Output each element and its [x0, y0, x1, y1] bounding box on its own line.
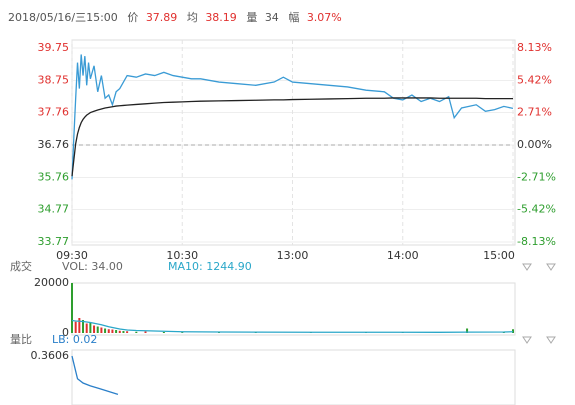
- volume-bar: [78, 318, 81, 333]
- y2-tick-label: -5.42%: [517, 203, 556, 216]
- date: 2018/05/16/三15:00: [8, 11, 118, 24]
- volume-bar: [181, 332, 184, 333]
- volume-bar: [93, 325, 96, 333]
- y-tick-label: 0: [62, 326, 69, 339]
- legend-lb: LB: 0.02: [52, 333, 97, 346]
- legend-ma10: MA10: 1244.90: [168, 260, 252, 273]
- lb-title: 量比: [10, 333, 32, 346]
- avg-label: 均: [187, 11, 198, 24]
- lb-frame: [71, 349, 516, 405]
- volume-bar: [111, 329, 114, 333]
- volume-bar: [85, 323, 88, 333]
- vol-label: 量: [246, 11, 257, 24]
- volume-title: 成交: [10, 259, 32, 273]
- y-tick-label: 39.75: [38, 41, 70, 54]
- volume-bar: [89, 322, 92, 333]
- y2-tick-label: 2.71%: [517, 106, 552, 119]
- volume-bar: [96, 326, 99, 333]
- vol: 34: [265, 11, 279, 24]
- volume-bar: [118, 330, 121, 333]
- header: 2018/05/16/三15:00 价 37.89 均 38.19 量 34 幅…: [8, 11, 342, 24]
- volume-bar: [135, 331, 138, 333]
- volume-bar: [107, 329, 110, 333]
- volume-bar: [162, 332, 165, 333]
- volume-bar: [512, 329, 514, 333]
- price-line: [71, 54, 514, 180]
- x-tick-label: 13:00: [277, 249, 309, 262]
- x-tick-label: 14:00: [387, 249, 419, 262]
- y-tick-label: 38.75: [38, 73, 70, 86]
- volume-bar: [122, 331, 125, 333]
- volume-bar: [126, 331, 129, 333]
- volume-bar: [82, 320, 85, 333]
- y-tick-label: 33.77: [38, 235, 70, 248]
- volume-bar: [466, 328, 469, 333]
- volume-bar: [104, 328, 107, 333]
- x-tick-label: 10:30: [166, 249, 198, 262]
- y-tick-label: 20000: [34, 276, 69, 289]
- price-line: [71, 319, 514, 333]
- avg: 38.19: [205, 11, 237, 24]
- y2-tick-label: 8.13%: [517, 41, 552, 54]
- price-line: [71, 355, 119, 395]
- y2-tick-label: 5.42%: [517, 73, 552, 86]
- y2-tick-label: 0.00%: [517, 138, 552, 151]
- volume-frame: [71, 282, 516, 336]
- y-tick-label: 34.77: [38, 203, 70, 216]
- volume-bar: [144, 331, 147, 333]
- volume-bar: [71, 283, 73, 333]
- y-tick-label: 35.76: [38, 170, 70, 183]
- x-tick-label: 09:30: [56, 249, 88, 262]
- price-label: 价: [127, 11, 138, 24]
- volume-bar: [218, 332, 220, 333]
- volume-bar: [115, 330, 118, 333]
- y-tick-label: 36.76: [38, 138, 70, 151]
- volume-bar: [74, 321, 77, 333]
- price: 37.89: [146, 11, 178, 24]
- amp-label: 幅: [288, 11, 299, 24]
- volume-bar: [100, 327, 103, 333]
- panel-arrows: [522, 263, 556, 344]
- amp: 3.07%: [307, 11, 342, 24]
- y-tick-label: 0.3606: [31, 349, 70, 362]
- y2-tick-label: -8.13%: [517, 235, 556, 248]
- x-tick-label: 15:00: [483, 249, 515, 262]
- y2-tick-label: -2.71%: [517, 170, 556, 183]
- legend-vol: VOL: 34.00: [62, 260, 123, 273]
- y-tick-label: 37.76: [38, 106, 70, 119]
- price-line: [71, 97, 513, 177]
- price-frame: [71, 39, 516, 246]
